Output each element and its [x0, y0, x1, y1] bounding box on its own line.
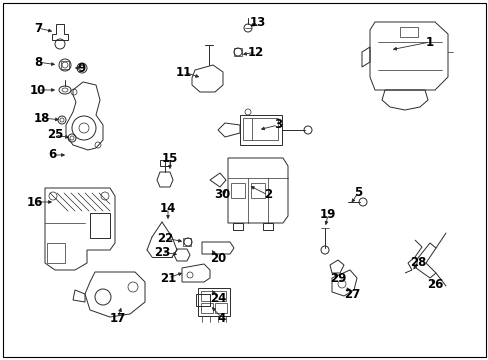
Text: 6: 6 [48, 148, 56, 162]
Bar [215, 303, 226, 313]
Bar [230, 183, 244, 198]
Bar [201, 291, 225, 301]
Bar [243, 118, 278, 140]
Bar [183, 238, 191, 246]
Text: 30: 30 [213, 189, 230, 202]
Text: 14: 14 [160, 202, 176, 215]
Text: 12: 12 [247, 45, 264, 58]
Text: 17: 17 [110, 311, 126, 324]
Text: 1: 1 [425, 36, 433, 49]
Text: 15: 15 [162, 152, 178, 165]
Text: 20: 20 [209, 252, 225, 265]
Text: 3: 3 [273, 118, 282, 131]
Text: 13: 13 [249, 15, 265, 28]
Bar [47, 243, 65, 263]
Bar [250, 183, 264, 198]
Text: 16: 16 [27, 195, 43, 208]
Bar [234, 48, 242, 56]
Text: 18: 18 [34, 112, 50, 125]
Text: 28: 28 [409, 256, 426, 269]
Text: 10: 10 [30, 84, 46, 96]
Text: 11: 11 [176, 66, 192, 78]
Text: 23: 23 [154, 246, 170, 258]
Bar [196, 294, 209, 306]
Text: 4: 4 [218, 311, 225, 324]
Text: 27: 27 [343, 288, 359, 302]
Bar [399, 27, 417, 37]
Text: 29: 29 [329, 271, 346, 284]
Text: 21: 21 [160, 271, 176, 284]
Text: 19: 19 [319, 208, 336, 221]
Bar [61, 61, 69, 69]
Text: 26: 26 [426, 279, 442, 292]
Bar [201, 303, 213, 313]
Text: 24: 24 [209, 292, 226, 305]
Bar [90, 213, 110, 238]
Text: 22: 22 [157, 231, 173, 244]
Text: 5: 5 [353, 186, 362, 199]
Text: 9: 9 [78, 62, 86, 75]
Text: 25: 25 [47, 129, 63, 141]
Bar [240, 115, 282, 145]
Text: 7: 7 [34, 22, 42, 35]
Text: 2: 2 [264, 189, 271, 202]
Bar [198, 288, 229, 316]
Text: 8: 8 [34, 55, 42, 68]
Bar [160, 160, 170, 166]
